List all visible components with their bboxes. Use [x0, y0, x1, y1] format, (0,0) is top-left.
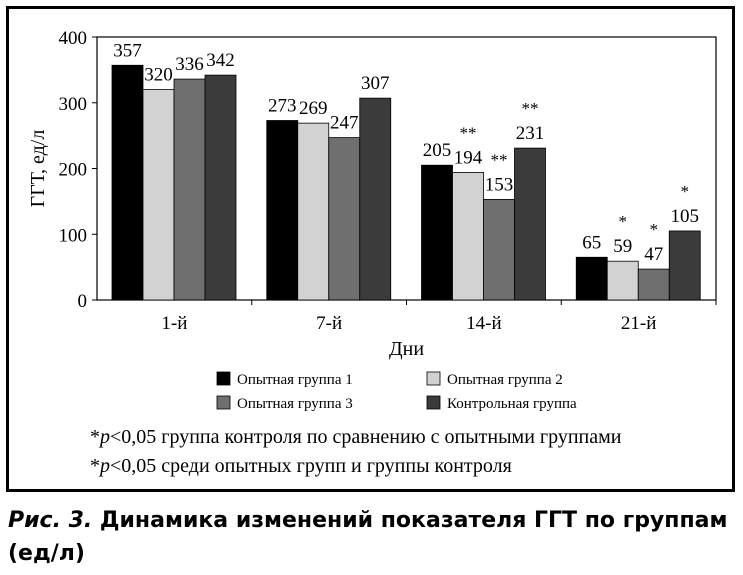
- bar-value-label: 336: [175, 54, 204, 75]
- x-tick-label: 1-й: [161, 313, 187, 334]
- bar: [483, 199, 515, 301]
- legend-swatch: [426, 395, 441, 410]
- footnote-2: *p<0,05 среди опытных групп и группы кон…: [90, 455, 512, 477]
- significance-mark: **: [522, 99, 539, 118]
- bar-value-label: 269: [299, 98, 328, 119]
- bar: [637, 268, 670, 301]
- y-tick-label: 300: [59, 94, 88, 115]
- y-tick-label: 200: [59, 160, 88, 181]
- bar-value-label: 273: [268, 96, 297, 117]
- bar: [421, 164, 453, 301]
- bar-value-label: 105: [671, 206, 700, 227]
- y-tick-label: 100: [59, 225, 88, 246]
- bar-value-label: 342: [206, 50, 235, 71]
- figure-caption: Рис. 3. Динамика изменений показателя ГГ…: [8, 504, 735, 570]
- y-tick-label: 400: [59, 28, 88, 49]
- bar: [328, 137, 361, 301]
- bar-value-label: 320: [144, 65, 173, 86]
- bar: [359, 97, 392, 301]
- bar-value-label: 231: [516, 123, 545, 144]
- bar-value-label: 47: [644, 244, 663, 265]
- bar: [575, 256, 608, 301]
- bar-value-label: 59: [613, 236, 632, 257]
- bar-value-label: 194: [454, 147, 483, 168]
- legend-swatch: [426, 371, 441, 386]
- bar-value-label: 357: [113, 40, 142, 61]
- legend-swatch: [216, 371, 231, 386]
- y-axis-label: ГГТ, ед/л: [27, 130, 49, 208]
- bar-value-label: 247: [330, 113, 359, 134]
- bar: [297, 122, 330, 301]
- figure-panel: 0 100 200 300 400 ГГТ, ед/л 357 320 336 342 1-й 273…: [6, 6, 735, 492]
- significance-mark: *: [681, 182, 690, 201]
- x-axis-label: Дни: [389, 338, 424, 360]
- bar: [514, 147, 546, 301]
- legend-swatch: [216, 395, 231, 410]
- figure-title: Динамика изменений показателя ГГТ по гру…: [8, 508, 728, 566]
- bar: [668, 230, 701, 301]
- bar-value-label: 205: [423, 140, 452, 161]
- x-tick-label: 7-й: [316, 313, 342, 334]
- x-tick-label: 14-й: [466, 313, 502, 334]
- x-tick-label: 21-й: [621, 313, 657, 334]
- legend-label: Контрольная группа: [447, 396, 577, 412]
- significance-mark: **: [460, 123, 477, 142]
- significance-mark: **: [491, 150, 508, 169]
- bar: [204, 74, 237, 301]
- figure-border: [6, 6, 735, 492]
- legend-label: Опытная группа 2: [447, 372, 563, 388]
- bar: [452, 172, 484, 301]
- bar: [111, 64, 144, 301]
- y-tick-label: 0: [78, 291, 88, 312]
- significance-mark: *: [650, 220, 659, 239]
- bar-value-label: 153: [485, 174, 514, 195]
- bar: [266, 120, 299, 301]
- figure-number: Рис. 3.: [8, 508, 93, 533]
- bar-value-label: 65: [582, 232, 601, 253]
- footnote-1: *p<0,05 группа контроля по сравнению с о…: [90, 426, 622, 448]
- bar-value-label: 307: [361, 73, 390, 94]
- significance-mark: *: [619, 212, 628, 231]
- legend-label: Опытная группа 1: [237, 372, 353, 388]
- legend-label: Опытная группа 3: [237, 396, 353, 412]
